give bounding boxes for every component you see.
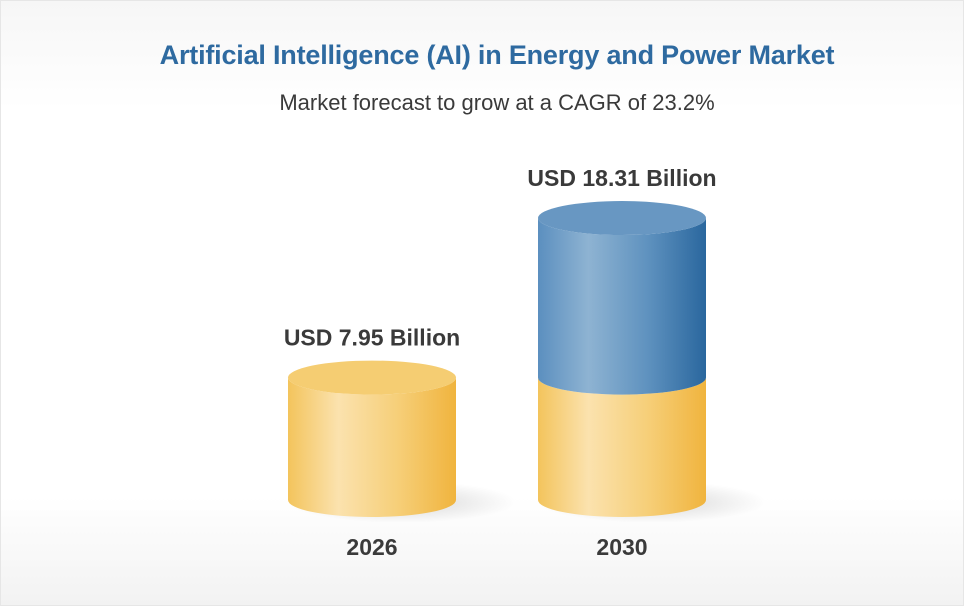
bar-2026 bbox=[288, 377, 457, 517]
bar-top-2026 bbox=[288, 360, 456, 395]
bar-top-2030 bbox=[538, 201, 706, 236]
category-label-2026: 2026 bbox=[346, 534, 397, 560]
chart-title: Artificial Intelligence (AI) in Energy a… bbox=[159, 40, 835, 70]
value-label-2030: USD 18.31 Billion bbox=[527, 165, 716, 191]
value-label-2026: USD 7.95 Billion bbox=[284, 325, 460, 351]
bar-growth-2030 bbox=[538, 218, 706, 395]
chart-subtitle: Market forecast to grow at a CAGR of 23.… bbox=[279, 90, 715, 115]
bar-base-2030 bbox=[538, 377, 706, 517]
category-label-2030: 2030 bbox=[596, 534, 647, 560]
